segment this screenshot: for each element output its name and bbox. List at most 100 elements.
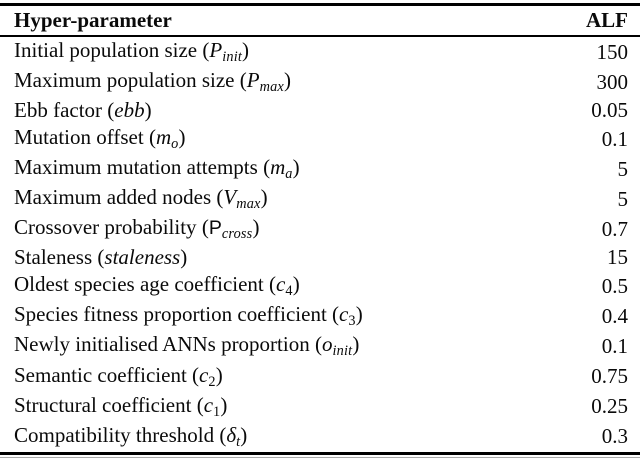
close-paren: ) bbox=[240, 422, 248, 447]
parameter-name: Maximum mutation attempts bbox=[14, 155, 258, 180]
bottom-shadow-rule bbox=[0, 457, 640, 458]
close-paren: ) bbox=[242, 37, 250, 62]
table-row: Staleness (staleness) 15 bbox=[0, 245, 640, 272]
open-paren: ( bbox=[326, 302, 340, 327]
parameter-symbol: P bbox=[246, 68, 260, 93]
row-label: Semantic coefficient (c2) bbox=[14, 362, 223, 390]
row-label: Oldest species age coefficient (c4) bbox=[14, 272, 300, 300]
parameter-name: Oldest species age coefficient bbox=[14, 272, 264, 297]
row-label: Species fitness proportion coefficient (… bbox=[14, 302, 363, 330]
close-paren: ) bbox=[292, 272, 300, 297]
parameter-subscript: t bbox=[236, 433, 241, 450]
parameter-name: Compatibility threshold bbox=[14, 422, 215, 447]
close-paren: ) bbox=[144, 98, 152, 123]
row-value: 5 bbox=[617, 186, 629, 211]
row-label: Mutation offset (mo) bbox=[14, 124, 186, 152]
row-value: 0.4 bbox=[601, 304, 628, 328]
parameter-symbol: P bbox=[209, 37, 223, 62]
parameter-subscript: o bbox=[171, 135, 179, 152]
parameter-subscript: cross bbox=[221, 226, 253, 243]
parameter-symbol: staleness bbox=[104, 245, 181, 270]
row-value: 0.1 bbox=[601, 334, 628, 359]
table-row: Maximum population size (Pmax) 300 bbox=[0, 67, 640, 97]
open-paren: ( bbox=[197, 37, 210, 62]
parameter-symbol: c bbox=[276, 272, 286, 297]
row-value: 0.3 bbox=[601, 424, 628, 449]
parameter-name: Newly initialised ANNs proportion bbox=[14, 332, 310, 357]
row-label: Initial population size (Pinit) bbox=[14, 37, 250, 65]
parameter-symbol: m bbox=[155, 124, 172, 149]
open-paren: ( bbox=[309, 332, 322, 357]
table-row: Structural coefficient (c1) 0.25 bbox=[0, 392, 640, 422]
table-row: Maximum mutation attempts (ma) 5 bbox=[0, 154, 640, 184]
parameter-subscript: 2 bbox=[208, 373, 216, 390]
parameter-symbol: o bbox=[321, 332, 333, 357]
table-row: Species fitness proportion coefficient (… bbox=[0, 301, 640, 331]
open-paren: ( bbox=[234, 68, 247, 93]
table-row: Maximum added nodes (Vmax) 5 bbox=[0, 184, 640, 214]
parameter-subscript: init bbox=[332, 343, 353, 360]
parameter-name: Crossover probability bbox=[14, 215, 197, 240]
parameter-subscript: 1 bbox=[213, 403, 221, 420]
parameter-subscript: 4 bbox=[285, 283, 293, 300]
row-value: 0.75 bbox=[591, 364, 628, 389]
close-paren: ) bbox=[260, 185, 268, 210]
parameter-name: Ebb factor bbox=[14, 98, 103, 123]
parameter-subscript: a bbox=[285, 166, 293, 183]
parameter-name: Initial population size bbox=[14, 37, 198, 62]
parameter-symbol: P bbox=[208, 217, 222, 240]
row-label: Ebb factor (ebb) bbox=[14, 100, 152, 121]
parameter-symbol: δ bbox=[226, 422, 237, 447]
table-row: Compatibility threshold (δt) 0.3 bbox=[0, 422, 640, 452]
row-value: 15 bbox=[607, 245, 628, 270]
open-paren: ( bbox=[211, 185, 224, 210]
row-label: Newly initialised ANNs proportion (oinit… bbox=[14, 332, 360, 360]
row-value: 0.5 bbox=[601, 273, 628, 298]
parameter-subscript: max bbox=[236, 196, 261, 213]
header-rule bbox=[0, 35, 640, 37]
parameter-subscript: init bbox=[222, 48, 243, 65]
parameter-name: Maximum population size bbox=[14, 68, 235, 93]
parameter-name: Maximum added nodes bbox=[14, 185, 212, 210]
open-paren: ( bbox=[214, 422, 227, 447]
row-value: 300 bbox=[596, 69, 629, 94]
row-value: 0.05 bbox=[591, 98, 628, 123]
open-paren: ( bbox=[196, 215, 209, 240]
top-rule bbox=[0, 3, 640, 6]
close-paren: ) bbox=[355, 302, 363, 327]
open-paren: ( bbox=[191, 392, 204, 417]
open-paren: ( bbox=[257, 155, 271, 180]
parameter-symbol: c bbox=[339, 302, 349, 327]
table-row: Mutation offset (mo) 0.1 bbox=[0, 124, 640, 154]
close-paren: ) bbox=[180, 245, 188, 270]
parameter-name: Mutation offset bbox=[14, 124, 144, 149]
row-value: 150 bbox=[596, 39, 629, 64]
open-paren: ( bbox=[263, 272, 277, 297]
parameter-symbol: V bbox=[223, 185, 237, 210]
open-paren: ( bbox=[143, 124, 156, 149]
open-paren: ( bbox=[92, 245, 105, 270]
parameter-name: Species fitness proportion coefficient bbox=[14, 302, 327, 327]
close-paren: ) bbox=[352, 332, 360, 357]
close-paren: ) bbox=[252, 215, 260, 240]
close-paren: ) bbox=[292, 155, 300, 180]
table-row: Newly initialised ANNs proportion (oinit… bbox=[0, 332, 640, 362]
close-paren: ) bbox=[220, 392, 228, 417]
parameter-subscript: 3 bbox=[348, 313, 356, 330]
row-value: 0.25 bbox=[591, 394, 628, 419]
row-label: Compatibility threshold (δt) bbox=[14, 422, 248, 450]
parameter-name: Structural coefficient bbox=[14, 392, 192, 417]
parameter-symbol: m bbox=[270, 155, 286, 180]
parameter-symbol: c bbox=[199, 362, 209, 387]
row-label: Maximum added nodes (Vmax) bbox=[14, 185, 268, 213]
table-row: Crossover probability (Pcross) 0.7 bbox=[0, 214, 640, 244]
bottom-rule bbox=[0, 452, 640, 455]
table-body: Initial population size (Pinit) 150 Maxi… bbox=[0, 37, 640, 452]
header-param-label: Hyper-parameter bbox=[14, 8, 172, 32]
row-label: Structural coefficient (c1) bbox=[14, 392, 228, 420]
row-label: Maximum mutation attempts (ma) bbox=[14, 155, 300, 183]
close-paren: ) bbox=[178, 124, 186, 149]
close-paren: ) bbox=[215, 362, 223, 387]
table-row: Oldest species age coefficient (c4) 0.5 bbox=[0, 271, 640, 301]
